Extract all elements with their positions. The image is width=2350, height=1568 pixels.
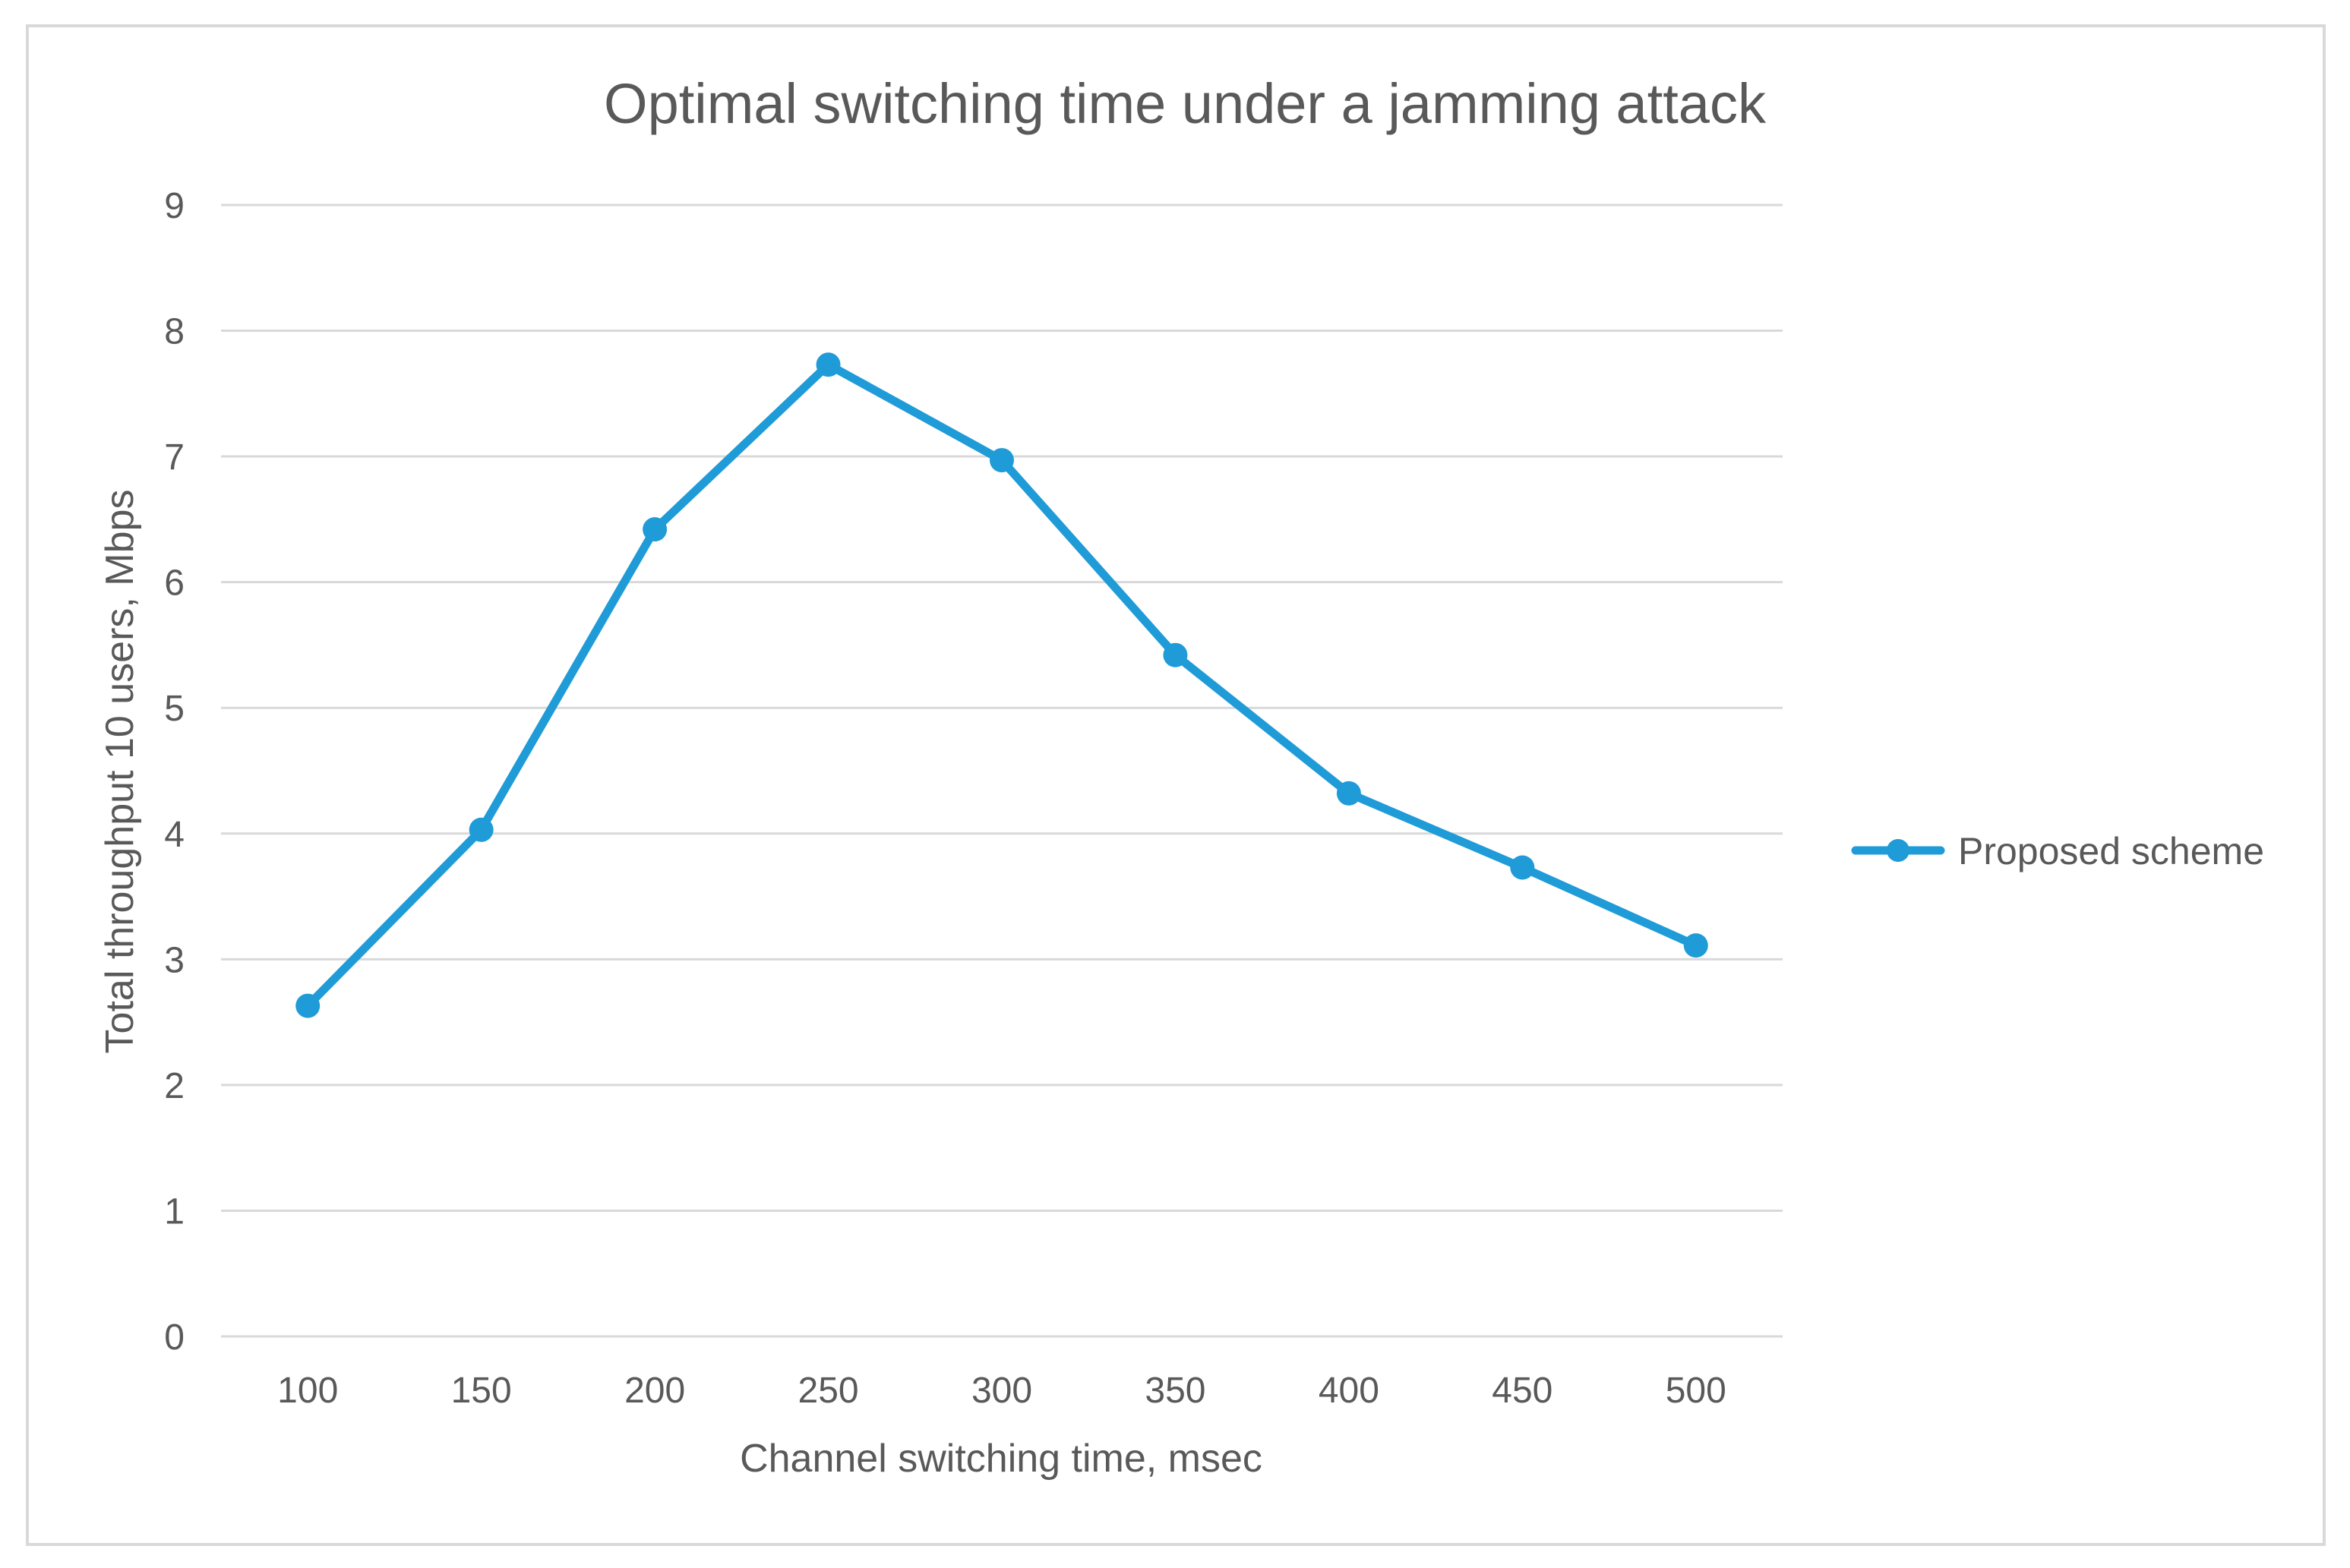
x-tick-label: 150 — [451, 1371, 512, 1411]
x-tick-label: 200 — [624, 1371, 685, 1411]
data-point — [1683, 933, 1708, 958]
chart-frame — [26, 24, 2326, 1546]
legend-label: Proposed scheme — [1958, 830, 2264, 872]
data-point — [1163, 642, 1188, 667]
y-tick-label: 6 — [164, 563, 185, 604]
y-tick-label: 3 — [164, 940, 185, 980]
data-point — [295, 993, 321, 1018]
data-point — [469, 817, 494, 842]
y-tick-label: 2 — [164, 1066, 185, 1106]
x-tick-label: 500 — [1666, 1371, 1726, 1411]
series-proposed-scheme — [295, 352, 1708, 1018]
y-tick-label: 8 — [164, 312, 185, 352]
y-tick-label: 0 — [164, 1317, 185, 1358]
gridlines — [221, 203, 1783, 1338]
x-tick-label: 400 — [1319, 1371, 1379, 1411]
x-tick-label: 450 — [1492, 1371, 1552, 1411]
x-tick-label: 350 — [1145, 1371, 1205, 1411]
x-axis: 100 150 200 250 300 350 400 450 500 — [277, 1371, 1726, 1411]
y-tick-label: 7 — [164, 437, 185, 478]
x-tick-label: 250 — [798, 1371, 859, 1411]
data-point — [990, 448, 1014, 473]
chart-title: Optimal switching time under a jamming a… — [604, 72, 1767, 135]
data-point — [1510, 855, 1535, 880]
x-axis-label: Channel switching time, msec — [740, 1437, 1262, 1481]
data-point — [1336, 781, 1361, 806]
legend: Proposed scheme — [1851, 830, 2264, 872]
legend-marker — [1887, 839, 1909, 862]
y-tick-label: 9 — [164, 186, 185, 226]
x-tick-label: 300 — [971, 1371, 1032, 1411]
x-tick-label: 100 — [277, 1371, 338, 1411]
data-point — [816, 352, 841, 377]
y-axis-label: Total throughput 10 users, Mbps — [98, 490, 142, 1054]
y-tick-label: 5 — [164, 689, 185, 729]
y-tick-label: 1 — [164, 1191, 185, 1232]
y-axis: 0 1 2 3 4 5 6 7 8 9 — [164, 186, 185, 1358]
data-point — [643, 517, 668, 542]
y-tick-label: 4 — [164, 815, 185, 855]
